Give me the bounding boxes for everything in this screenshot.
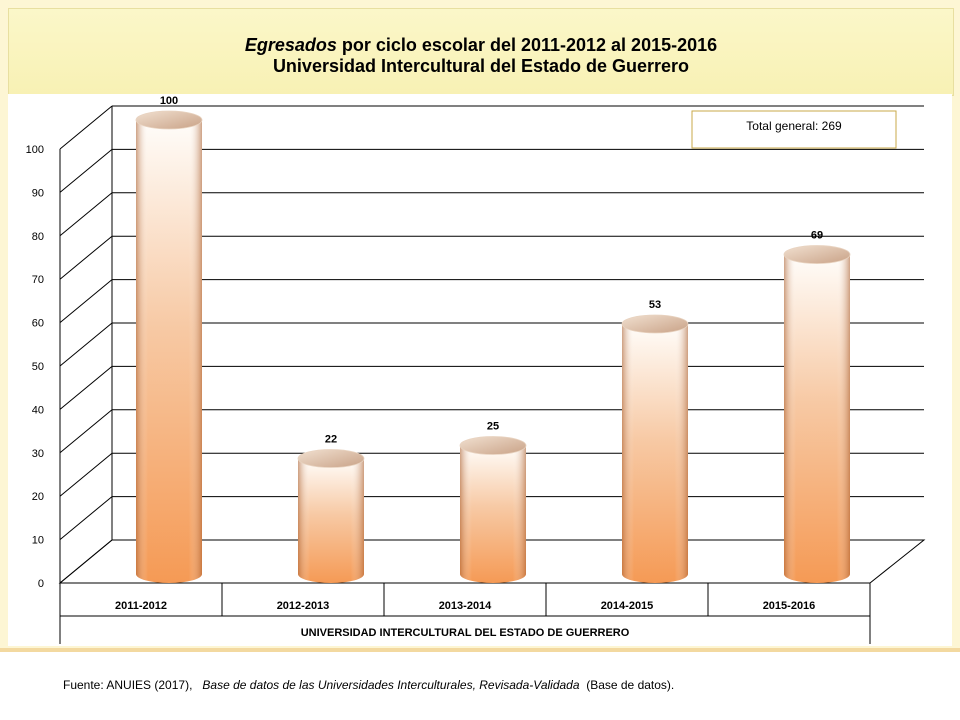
y-tick-label: 70 xyxy=(32,274,44,286)
floor-plane xyxy=(58,539,926,584)
bar xyxy=(135,110,203,583)
bar-value-label: 69 xyxy=(811,230,823,242)
y-tick-label: 100 xyxy=(26,144,44,156)
y-tick-label: 0 xyxy=(38,578,44,590)
title-band: Egresados por ciclo escolar del 2011-201… xyxy=(8,8,954,96)
y-tick-label: 90 xyxy=(32,187,44,199)
y-tick-label: 20 xyxy=(32,491,44,503)
gridline-side xyxy=(59,105,113,150)
source-suffix: (Base de datos). xyxy=(586,678,675,692)
y-tick-label: 30 xyxy=(32,448,44,460)
bar xyxy=(459,436,527,583)
chart-title-rest: por ciclo escolar del 2011-2012 al 2015-… xyxy=(336,35,718,55)
total-box xyxy=(691,110,897,149)
y-tick-label: 10 xyxy=(32,535,44,547)
bar-chart: 0 10 20 30 40 50 60 70 80 90 100 2011-2012 2012-2013… xyxy=(26,95,926,644)
x-axis-label: UNIVERSIDAD INTERCULTURAL DEL ESTADO DE … xyxy=(301,627,630,639)
total-box-text: Total general: 269 xyxy=(746,119,842,133)
bar-top xyxy=(135,110,203,130)
bar-value-label: 53 xyxy=(649,299,661,311)
y-tick-label: 60 xyxy=(32,318,44,330)
gridline-side xyxy=(59,452,113,497)
bar-top xyxy=(783,245,851,264)
bar-value-label: 25 xyxy=(487,421,499,433)
gridline-side xyxy=(59,279,113,323)
chart-subtitle: Universidad Intercultural del Estado de … xyxy=(272,56,690,76)
gridline-side xyxy=(59,409,113,454)
x-tick-label: 2011-2012 xyxy=(115,600,167,612)
bar xyxy=(783,245,851,584)
bar-top xyxy=(297,449,365,468)
bar-value-label: 100 xyxy=(160,95,178,107)
y-tick-label: 80 xyxy=(32,231,44,243)
gridline-side xyxy=(59,192,113,237)
x-tick-label: 2014-2015 xyxy=(601,600,654,612)
gridline-side xyxy=(59,496,113,540)
gridline-side xyxy=(59,235,113,280)
chart-area: 0 10 20 30 40 50 60 70 80 90 100 2011-2012 2012-2013… xyxy=(8,94,952,646)
bar xyxy=(297,449,365,583)
bar-shade xyxy=(460,445,526,583)
bar xyxy=(621,314,689,583)
source-title: Base de datos de las Universidades Inter… xyxy=(202,678,580,692)
bar-value-label: 22 xyxy=(325,434,337,446)
bar-top xyxy=(459,436,527,455)
bar-shade xyxy=(298,458,364,583)
source-note: Fuente: ANUIES (2017), Base de datos de … xyxy=(63,678,674,692)
x-tick-label: 2013-2014 xyxy=(439,600,492,612)
gridline-side xyxy=(59,149,113,193)
chart-title-emphasis: Egresados xyxy=(244,35,337,55)
y-tick-label: 50 xyxy=(32,361,44,373)
chart-frame: Egresados por ciclo escolar del 2011-201… xyxy=(0,0,960,652)
y-tick-label: 40 xyxy=(32,404,44,416)
gridline-side xyxy=(59,366,113,410)
bar-shade xyxy=(136,120,202,583)
bar-shade xyxy=(784,254,850,584)
x-tick-label: 2015-2016 xyxy=(763,600,816,612)
gridline-side xyxy=(59,322,113,367)
bar-shade xyxy=(622,323,688,583)
bar-top xyxy=(621,314,689,334)
chart-title: Egresados por ciclo escolar del 2011-201… xyxy=(9,35,953,56)
source-prefix: Fuente: ANUIES (2017), xyxy=(63,678,193,692)
x-tick-label: 2012-2013 xyxy=(277,600,330,612)
